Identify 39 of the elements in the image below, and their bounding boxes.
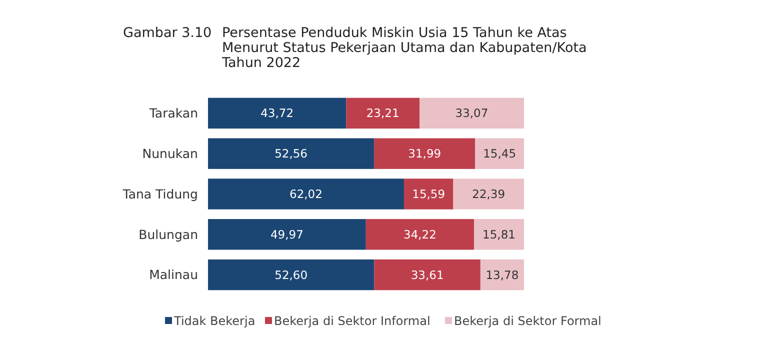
data-label: 49,97 (270, 227, 304, 242)
bar (420, 98, 524, 129)
bar (374, 138, 476, 169)
legend-label: Tidak Bekerja (173, 314, 256, 328)
data-label: 22,39 (472, 187, 506, 202)
data-label: 33,07 (455, 106, 488, 120)
data-label: 13,78 (486, 268, 519, 282)
bar (453, 178, 524, 210)
y-tick-label: Tarakan (148, 106, 198, 121)
data-label: 52,56 (274, 146, 308, 161)
data-label: 15,45 (483, 146, 516, 161)
bar (475, 138, 524, 169)
bar (346, 98, 420, 129)
data-label: 43,72 (260, 106, 294, 120)
y-tick-label: Bulungan (138, 226, 198, 242)
bar (366, 219, 474, 250)
bar (208, 259, 374, 290)
data-label: 31,99 (408, 146, 442, 161)
bar (474, 219, 524, 250)
bar (208, 178, 404, 210)
bar (208, 98, 346, 129)
bar (208, 138, 374, 169)
y-tick-label: Malinau (149, 267, 198, 282)
data-label: 33,61 (410, 268, 444, 282)
data-label: 62,02 (290, 187, 322, 202)
legend-label: Bekerja di Sektor Informal (274, 314, 430, 328)
data-label: 52,60 (274, 268, 308, 282)
bar (208, 219, 366, 250)
data-label: 15,59 (412, 187, 446, 202)
bar (374, 259, 480, 290)
data-label: 15,81 (482, 227, 516, 242)
legend-label: Bekerja di Sektor Formal (454, 314, 602, 328)
data-label: 34,22 (404, 227, 436, 242)
bar (404, 178, 454, 210)
chart-title: Gambar 3.10 Persentase Penduduk Miskin Usia 15 Tahun ke Atas Menurut Status Pekerjaan Utama dan Kabupaten/Kota Tahun 2022 (123, 25, 587, 71)
bar (480, 259, 524, 290)
data-label: 23,21 (366, 106, 400, 120)
y-tick-label: Nunukan (142, 146, 198, 161)
y-tick-label: Tana Tidung (122, 186, 198, 202)
